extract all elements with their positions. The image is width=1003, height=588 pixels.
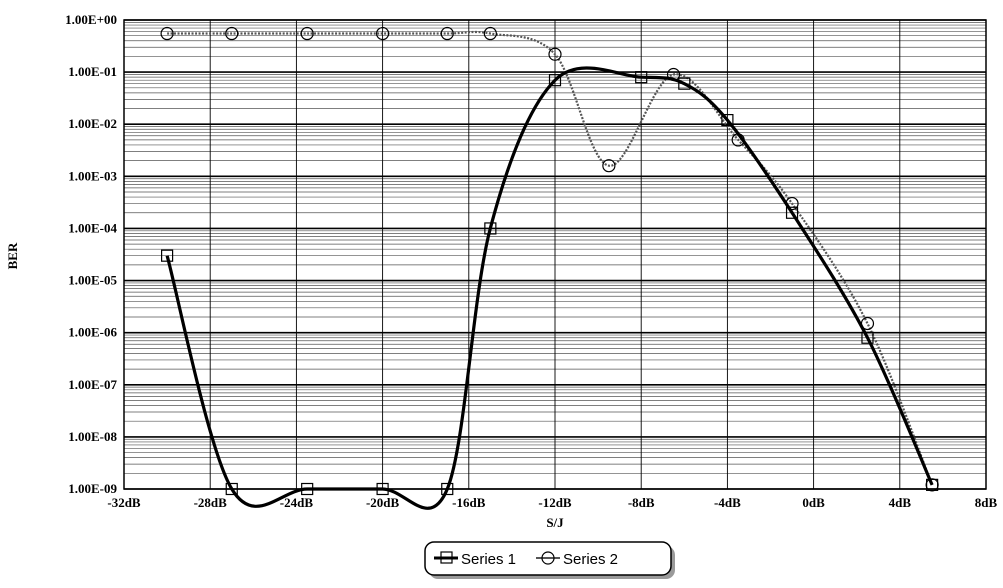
series-1-point xyxy=(484,222,497,235)
legend: Series 1 Series 2 xyxy=(424,541,675,579)
y-axis-title: BER xyxy=(5,242,20,269)
series-1-point xyxy=(861,331,874,344)
x-tick-label: -8dB xyxy=(628,495,655,510)
x-tick-labels: -32dB -28dB -24dB -20dB -16dB -12dB -8dB -4dB 0d… xyxy=(107,495,997,510)
series-lines xyxy=(165,30,934,510)
plot-frame xyxy=(123,19,987,490)
series-2-point xyxy=(602,159,616,173)
series-1-point xyxy=(548,74,562,87)
series-2-point xyxy=(860,316,875,331)
y-tick-label: 1.00E-05 xyxy=(68,273,117,288)
x-tick-label: -12dB xyxy=(538,495,572,510)
series-1-point xyxy=(785,206,799,219)
series-1-point xyxy=(441,482,454,496)
y-tick-label: 1.00E-01 xyxy=(68,64,117,79)
x-tick-label: 4dB xyxy=(889,495,912,510)
series-2-point xyxy=(300,26,314,41)
y-tick-label: 1.00E-04 xyxy=(68,220,117,235)
legend-series-1-marker xyxy=(440,551,453,564)
y-tick-label: 1.00E+00 xyxy=(65,12,117,27)
y-tick-label: 1.00E-06 xyxy=(68,325,117,340)
x-tick-label: 8dB xyxy=(975,495,998,510)
series-1-point xyxy=(161,249,174,262)
y-tick-label: 1.00E-07 xyxy=(68,377,117,392)
series-1-point xyxy=(376,482,389,496)
x-tick-label: 0dB xyxy=(802,495,825,510)
series-2-point xyxy=(160,26,174,41)
series-2-point xyxy=(548,47,562,61)
series-2-point xyxy=(440,26,454,41)
x-tick-label: -28dB xyxy=(194,495,228,510)
y-tick-label: 1.00E-09 xyxy=(68,481,117,496)
x-tick-label: -4dB xyxy=(714,495,741,510)
series-2-point xyxy=(376,26,390,41)
x-tick-label: -20dB xyxy=(366,495,400,510)
grid xyxy=(123,19,987,490)
series-1-point xyxy=(301,482,314,496)
x-tick-label: -16dB xyxy=(452,495,486,510)
series-markers xyxy=(160,26,939,496)
series-1-point xyxy=(635,71,648,84)
series-1-point xyxy=(678,77,691,90)
series-1-point xyxy=(225,482,238,496)
legend-series-2-marker xyxy=(541,551,555,565)
legend-series-2-label: Series 2 xyxy=(563,551,618,568)
series-2-point xyxy=(925,478,939,492)
x-tick-label: -24dB xyxy=(280,495,314,510)
y-tick-label: 1.00E-02 xyxy=(68,116,117,131)
series-2-point xyxy=(731,133,745,147)
y-tick-label: 1.00E-08 xyxy=(68,429,117,444)
legend-series-1-label: Series 1 xyxy=(461,551,516,568)
series-2-line xyxy=(167,30,934,486)
series-1-point xyxy=(721,113,734,127)
series-2-point xyxy=(666,67,681,82)
series-2-point xyxy=(225,26,239,41)
x-tick-label: -32dB xyxy=(107,495,141,510)
x-axis-title: S/J xyxy=(546,515,564,530)
series-2-point xyxy=(785,196,799,211)
series-2-point xyxy=(483,26,497,41)
y-tick-label: 1.00E-03 xyxy=(68,168,117,183)
series-1-line xyxy=(165,66,934,510)
y-tick-labels: 1.00E+00 1.00E-01 1.00E-02 1.00E-03 1.00E-04… xyxy=(65,12,117,496)
